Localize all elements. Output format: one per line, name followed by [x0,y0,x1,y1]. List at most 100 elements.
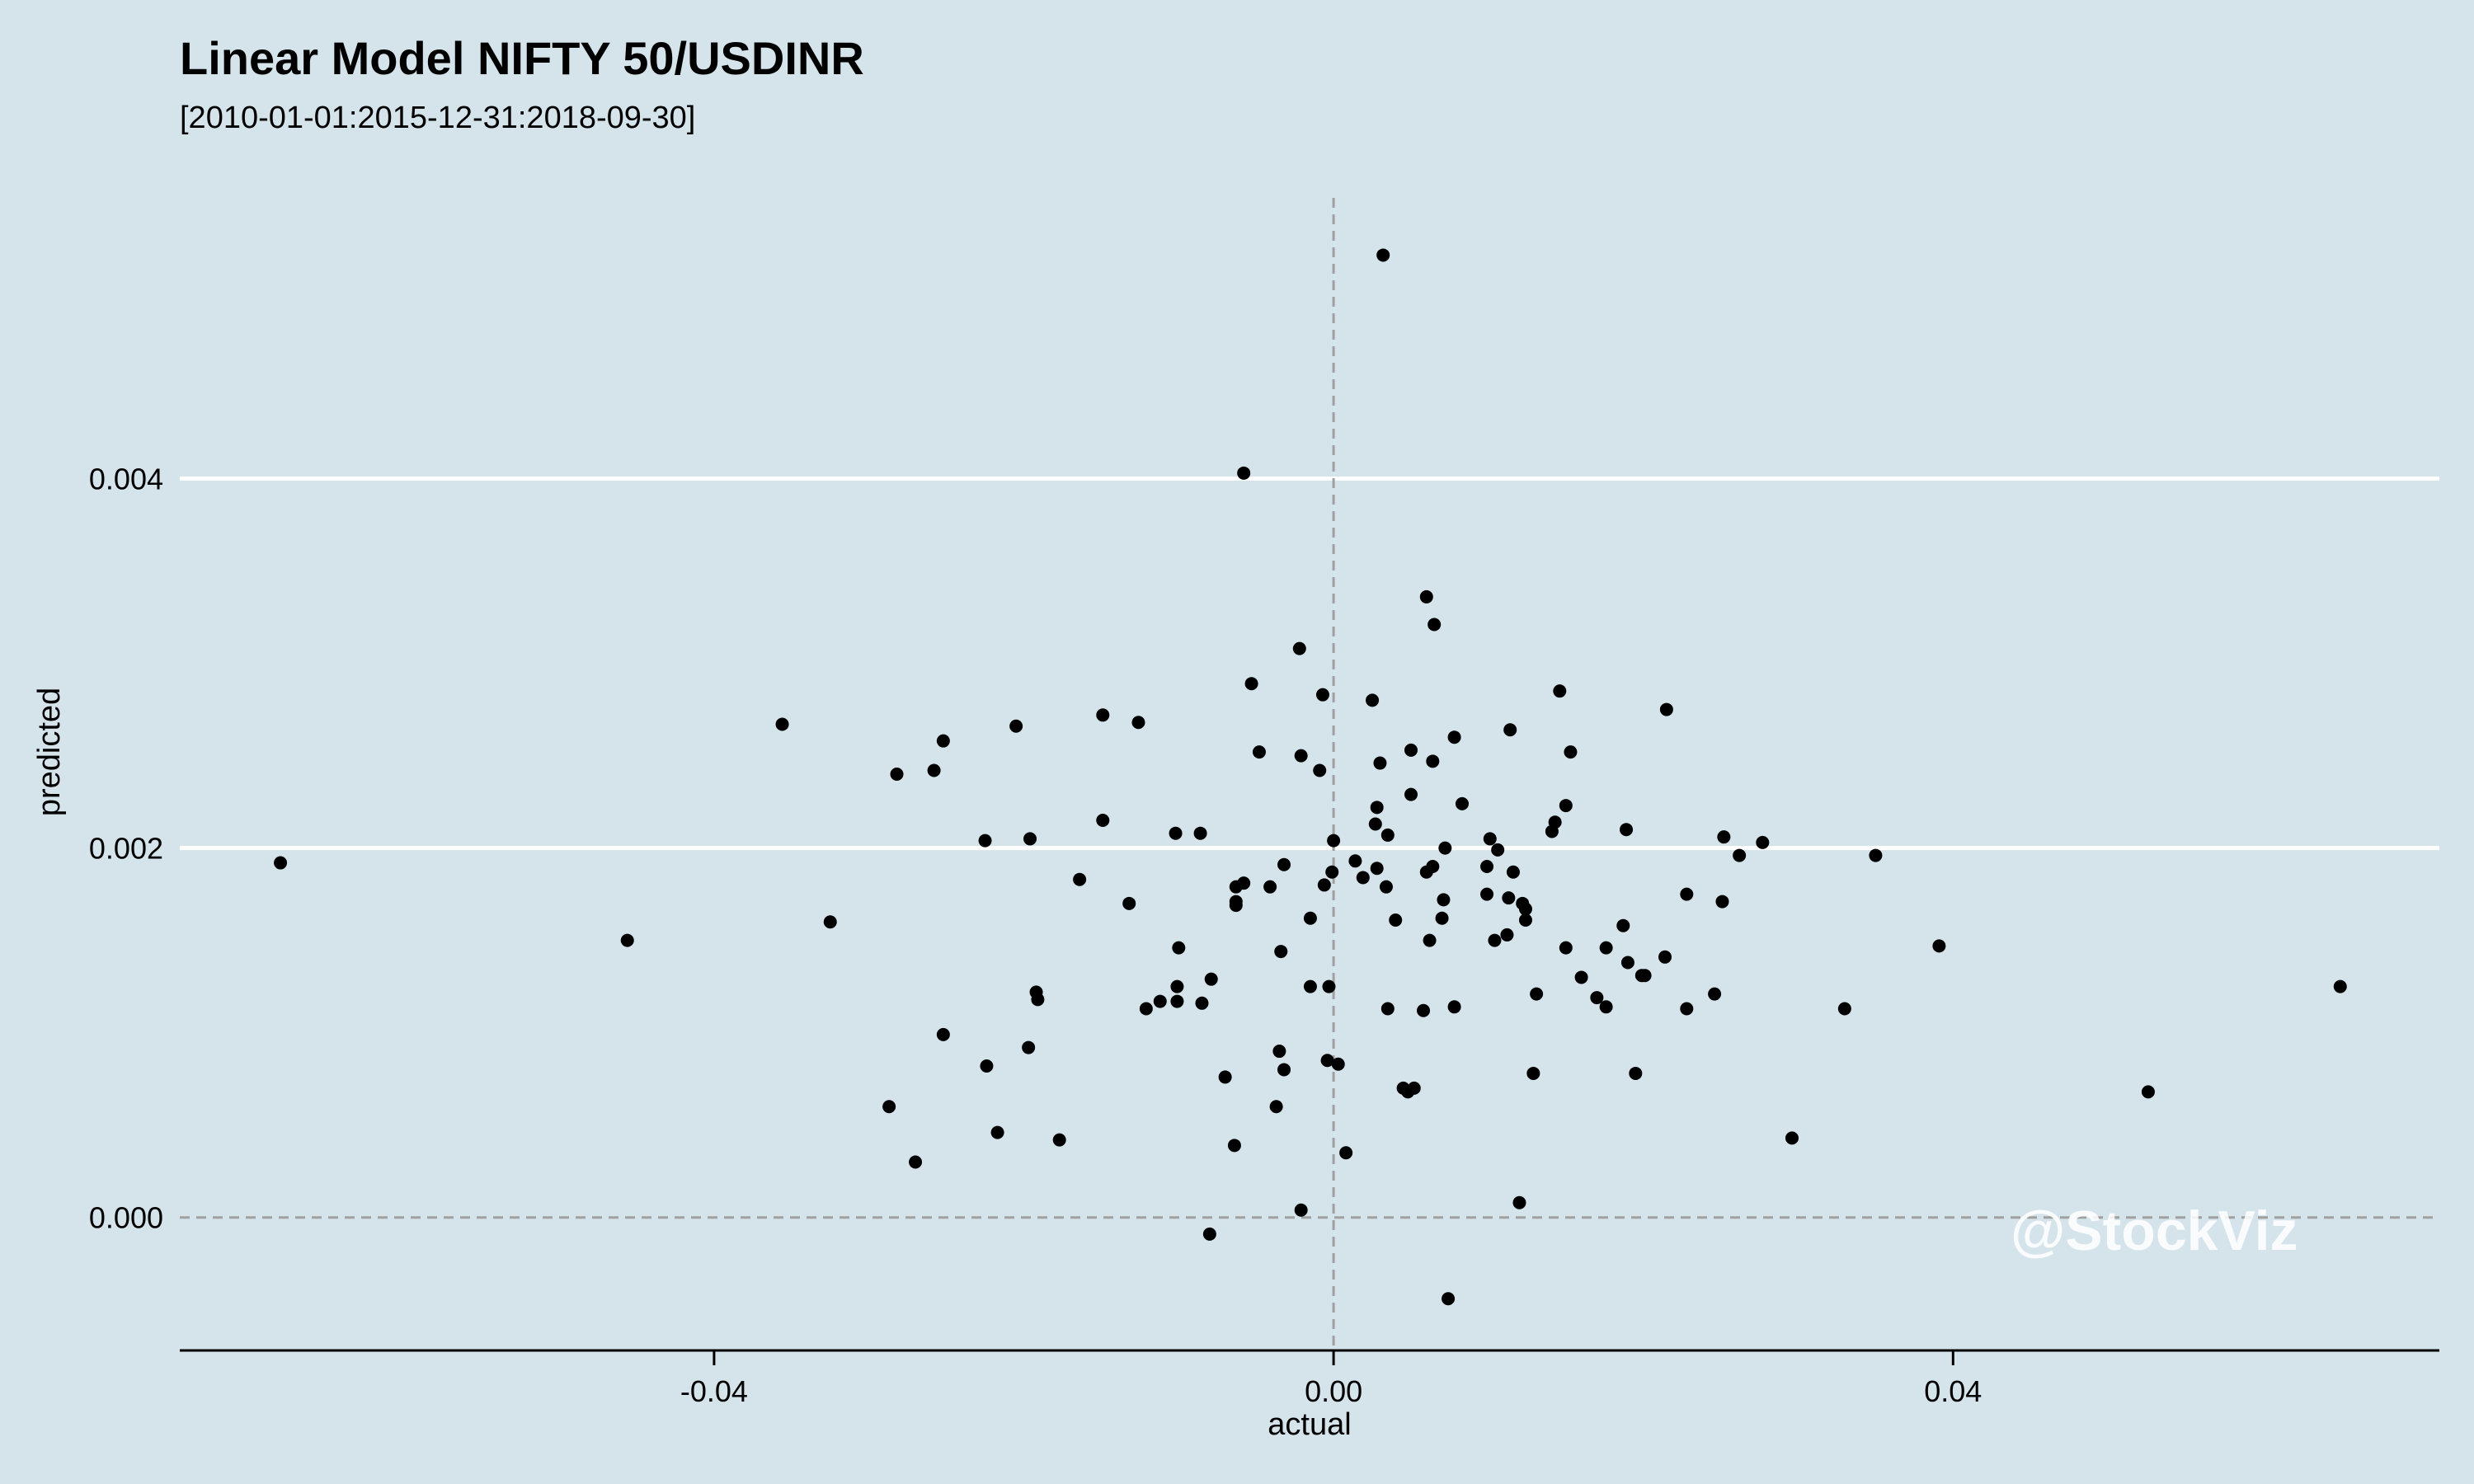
data-point [620,933,634,947]
data-point [1339,1146,1353,1160]
data-point [1292,641,1306,655]
chart-title: Linear Model NIFTY 50/USDINR [180,32,864,84]
data-point [1331,1057,1345,1071]
chart-subtitle: [2010-01-01:2015-12-31:2018-09-30] [180,101,695,135]
data-point [1244,677,1258,691]
data-point [1052,1133,1066,1147]
data-point [1659,702,1673,716]
data-point [1512,1195,1526,1209]
data-point [1483,832,1497,846]
data-point [980,1059,994,1073]
data-point [1317,878,1331,892]
data-point [1252,745,1266,759]
reference-lines [180,198,2439,1350]
data-point [1131,716,1145,730]
y-axis-label: predicted [32,688,67,816]
data-point [1680,887,1694,901]
data-point [1153,994,1167,1008]
data-point [1202,1227,1216,1241]
data-point [1438,841,1452,855]
data-point [1380,1002,1395,1016]
data-point [1195,996,1209,1010]
data-point [1356,871,1370,885]
data-point [1426,754,1440,768]
data-point [775,717,789,731]
data-point [1423,933,1437,947]
data-point [1327,834,1341,848]
data-point [1204,972,1218,986]
data-point [1506,865,1520,879]
data-point [1564,745,1578,759]
data-point [1708,987,1722,1001]
data-point [1717,830,1731,844]
data-point [1366,693,1380,707]
data-point [1170,994,1184,1008]
x-ticks: -0.04 0.00 0.04 [680,1350,1982,1408]
data-point [1096,814,1110,828]
data-point [1172,941,1186,955]
data-point [1073,872,1087,886]
data-point [1294,749,1308,763]
data-point [1869,848,1883,862]
data-point [909,1155,923,1169]
data-point [1274,945,1288,959]
data-point [890,768,904,781]
data-point [1616,918,1630,932]
data-point [1447,730,1461,744]
data-point [1169,826,1183,840]
data-point [1455,796,1469,810]
data-point [274,856,288,870]
x-tick-label: -0.04 [680,1374,748,1408]
data-point [1518,902,1532,916]
data-point [1389,913,1403,927]
data-point [1139,1002,1153,1016]
x-tick-label: 0.00 [1305,1374,1362,1408]
data-point [1553,684,1567,698]
data-point [1303,911,1317,925]
data-point [1404,743,1418,757]
data-point [1193,826,1207,840]
data-point [1379,880,1393,894]
data-point [1031,993,1045,1007]
data-point [1023,832,1037,846]
data-point [1480,887,1494,901]
y-tick-label: 0.002 [89,832,163,866]
data-point [1009,719,1023,733]
data-point [1442,1292,1456,1306]
data-point [1294,1203,1308,1217]
data-point [1629,1066,1643,1080]
data-point [1315,688,1329,702]
data-point [936,1027,950,1041]
x-axis-label: actual [1268,1407,1351,1442]
data-point [1227,1139,1241,1153]
data-point [1437,893,1451,907]
data-point [1229,899,1243,913]
data-point [1590,991,1604,1005]
data-point [882,1100,896,1114]
data-point [990,1125,1004,1139]
data-point [1559,941,1573,955]
data-point [1320,1054,1334,1068]
data-point [1502,891,1516,905]
data-point [1426,860,1440,874]
data-point [1715,895,1729,909]
data-point [1370,801,1384,815]
data-point [978,834,992,848]
data-point [927,763,941,777]
data-point [1620,823,1634,837]
data-point [1376,248,1390,262]
data-point [1427,618,1442,632]
data-point [1526,1066,1540,1080]
data-point [1380,828,1395,842]
data-point [2141,1085,2155,1099]
data-point [1733,848,1747,862]
data-point [1932,939,1946,953]
data-point [1348,854,1362,868]
data-point [1218,1070,1232,1084]
data-point [1303,979,1317,993]
data-point [1272,1045,1286,1059]
data-point [1500,928,1514,942]
data-point [1530,987,1544,1001]
data-point [1548,815,1562,829]
x-tick-label: 0.04 [1924,1374,1982,1408]
